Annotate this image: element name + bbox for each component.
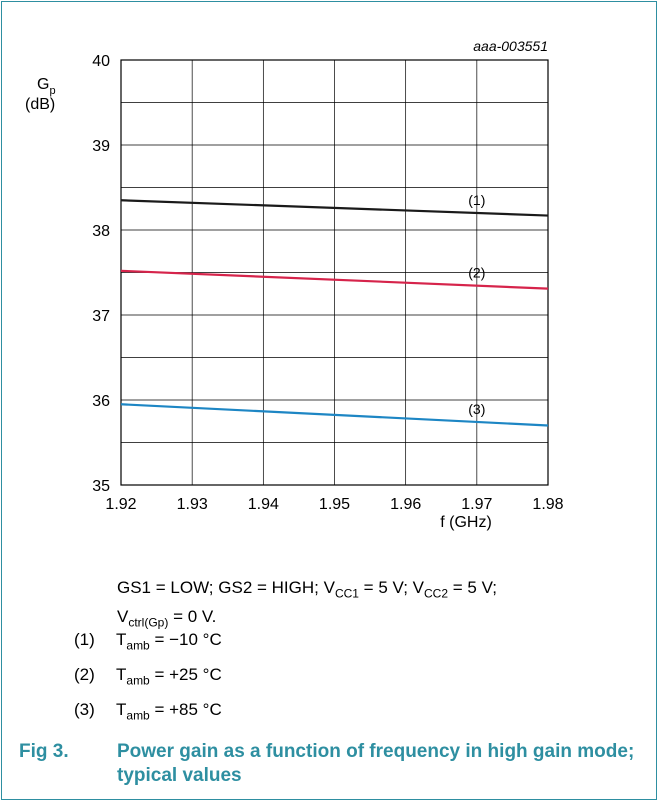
y-axis-label: Gp [37,76,56,97]
chart: (1) (2) (3) 1.92 1.93 1.94 1.95 1.96 1.97 1.98 3… [25,38,564,531]
conditions-line-2: Vctrl(Gp) = 0 V. [117,607,217,630]
y-tick-label-1: 36 [92,393,110,410]
series-label-3: (3) [468,401,485,417]
figure-caption: Fig 3. Power gain as a function of freque… [19,740,637,788]
series-line-3 [120,403,549,427]
figure-label: Fig 3. [19,741,69,762]
note-2: (2) Tamb = +25 °C [74,665,222,688]
x-tick-label-1: 1.93 [177,496,208,513]
figure-code: aaa-003551 [473,38,548,54]
x-tick-label-3: 1.95 [319,496,350,513]
plot-border [120,59,549,486]
conditions-line-1: GS1 = LOW; GS2 = HIGH; VCC1 = 5 V; VCC2 … [117,578,497,601]
y-tick-labels: 35 36 37 38 39 40 [92,53,110,495]
series-label-1: (1) [468,192,485,208]
x-tick-label-4: 1.96 [390,496,421,513]
series-lines [120,199,549,427]
y-tick-label-4: 39 [92,138,110,155]
x-tick-labels: 1.92 1.93 1.94 1.95 1.96 1.97 1.98 [105,496,563,513]
test-conditions: GS1 = LOW; GS2 = HIGH; VCC1 = 5 V; VCC2 … [117,576,637,635]
series-line-1 [120,199,549,217]
note-3: (3) Tamb = +85 °C [74,700,222,723]
y-tick-label-3: 38 [92,223,110,240]
figure-title: Power gain as a function of frequency in… [117,741,635,786]
series-line-2 [120,269,549,290]
y-tick-label-5: 40 [92,53,110,70]
x-tick-label-0: 1.92 [105,496,136,513]
x-tick-label-5: 1.97 [461,496,492,513]
y-tick-label-2: 37 [92,308,110,325]
series-labels: (1) (2) (3) [468,192,485,417]
y-axis-unit: (dB) [25,96,55,113]
note-1: (1) Tamb = −10 °C [74,630,222,653]
x-tick-label-6: 1.98 [532,496,563,513]
y-tick-label-0: 35 [92,478,110,495]
x-axis-label: f (GHz) [440,514,492,531]
x-tick-label-2: 1.94 [248,496,279,513]
series-label-2: (2) [468,265,485,281]
